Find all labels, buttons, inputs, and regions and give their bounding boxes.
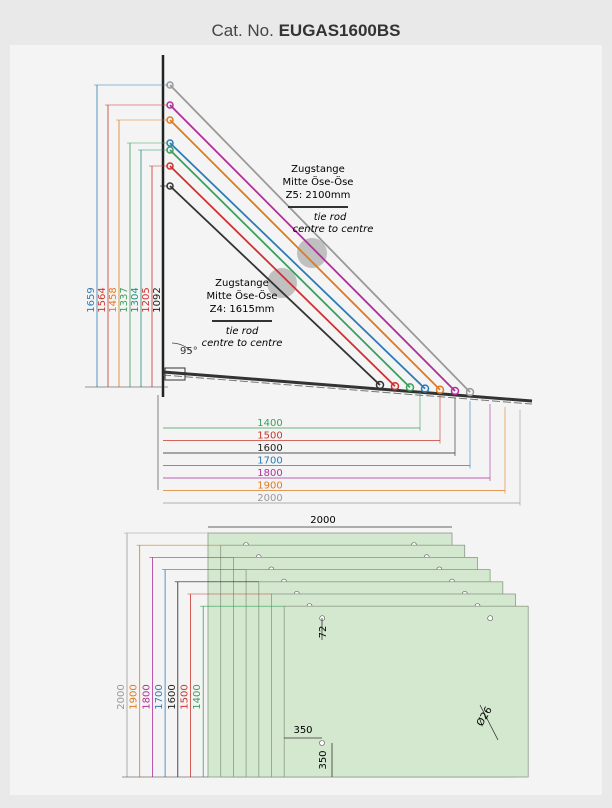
tie-rod [169, 165, 396, 387]
tie-rod [169, 185, 381, 386]
title: Cat. No. EUGAS1600BS [212, 21, 401, 40]
rod-eye [390, 381, 400, 391]
tie-rod [169, 84, 471, 393]
projection-label: 1400 [257, 418, 282, 429]
height-label: 1337 [119, 287, 130, 312]
projection-label: 1800 [257, 468, 282, 479]
edge-y-label: 350 [318, 750, 329, 769]
height-label: 1458 [108, 287, 119, 312]
rod-eye [450, 386, 460, 396]
panel-height-label: 1800 [141, 684, 152, 709]
panel-height-label: 2000 [116, 684, 127, 709]
rod-eye [405, 383, 415, 392]
hole [319, 740, 325, 746]
hole [487, 615, 494, 622]
rod-title: Zugstange [291, 164, 345, 175]
rod-subtitle: Mitte Öse-Öse [283, 175, 354, 188]
projection-label: 1500 [257, 431, 282, 442]
tie-rod [169, 119, 441, 391]
panel-height-label: 1900 [129, 684, 140, 709]
rod-subtitle: Mitte Öse-Öse [207, 289, 278, 302]
height-label: 1304 [130, 287, 141, 312]
panel-width-label: 2000 [310, 515, 335, 526]
tie-rod [169, 104, 456, 392]
rod-length: Z4: 1615mm [210, 304, 275, 315]
rod-en-1: tie rod [314, 212, 347, 223]
rod-en-2: centre to centre [293, 224, 374, 235]
rod-eye [465, 387, 475, 397]
panel-height-label: 1600 [167, 684, 178, 709]
title-prefix: Cat. No. [212, 21, 274, 40]
height-label: 1092 [152, 287, 163, 312]
canopy-edge [162, 374, 533, 405]
tie-rod [169, 142, 426, 390]
tie-rod [169, 149, 411, 389]
projection-label: 1700 [257, 456, 282, 467]
leader [479, 704, 499, 741]
edge-x-label: 350 [293, 725, 312, 736]
projection-label: 1900 [257, 481, 282, 492]
height-label: 1205 [141, 287, 152, 312]
glass-panel [283, 605, 529, 778]
height-label: 1659 [86, 287, 97, 312]
panel-height-label: 1500 [180, 684, 191, 709]
rod-eye [375, 380, 385, 390]
rod-highlight [297, 238, 327, 268]
hole-offset-label: 72 [318, 626, 329, 639]
rod-eye [435, 385, 445, 395]
height-label: 1564 [97, 287, 108, 312]
angle-label: 95° [180, 346, 198, 357]
rod-highlight [267, 268, 297, 298]
rod-en-2: centre to centre [202, 338, 283, 349]
projection-label: 1600 [257, 443, 282, 454]
title-code: EUGAS1600BS [279, 21, 401, 40]
panel-height-label: 1400 [192, 684, 203, 709]
projection-label: 2000 [257, 493, 282, 504]
bracket [164, 367, 186, 381]
rod-title: Zugstange [215, 278, 269, 289]
panel-height-label: 1700 [154, 684, 165, 709]
rod-length: Z5: 2100mm [286, 190, 351, 201]
rod-eye [420, 384, 430, 393]
rod-en-1: tie rod [226, 326, 259, 337]
angle-arc [171, 342, 193, 353]
